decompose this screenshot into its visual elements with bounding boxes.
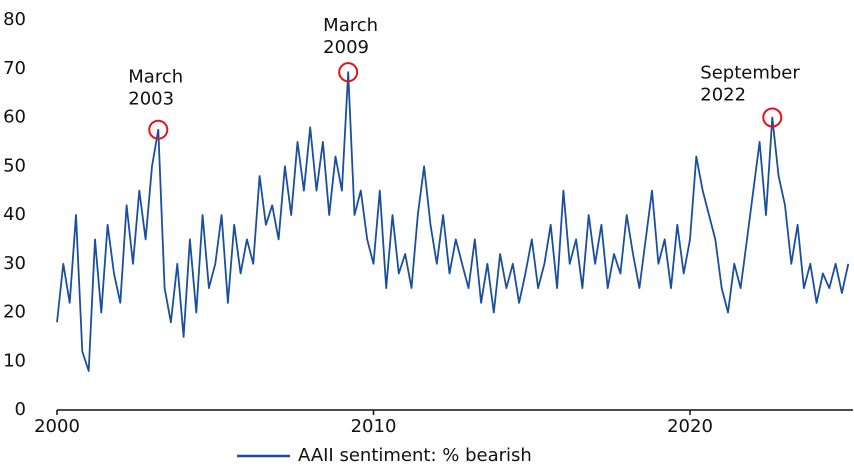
y-tick-label: 80 <box>3 9 26 30</box>
x-tick-label: 2010 <box>351 416 397 437</box>
y-tick-label: 30 <box>3 253 26 274</box>
annotation: 2003 <box>128 89 174 110</box>
annotation: September <box>700 63 800 84</box>
annotation: 2009 <box>323 37 369 58</box>
y-tick-label: 20 <box>3 302 26 323</box>
highlight-circle <box>148 119 169 140</box>
y-tick-label: 10 <box>3 350 26 371</box>
annotation: March <box>128 67 183 88</box>
y-tick-label: 60 <box>3 107 26 128</box>
highlight-circle <box>762 107 783 128</box>
highlight-circle <box>338 62 359 83</box>
y-tick-label: 40 <box>3 204 26 225</box>
data-line <box>56 71 850 372</box>
legend-label: AAII sentiment: % bearish <box>298 445 532 466</box>
annotation: 2022 <box>700 85 746 106</box>
y-tick-label: 0 <box>15 399 26 420</box>
y-tick-label: 70 <box>3 58 26 79</box>
x-tick-label: 2000 <box>34 416 80 437</box>
y-tick-label: 50 <box>3 155 26 176</box>
annotation: March <box>323 15 378 36</box>
x-tick-label: 2020 <box>667 416 713 437</box>
